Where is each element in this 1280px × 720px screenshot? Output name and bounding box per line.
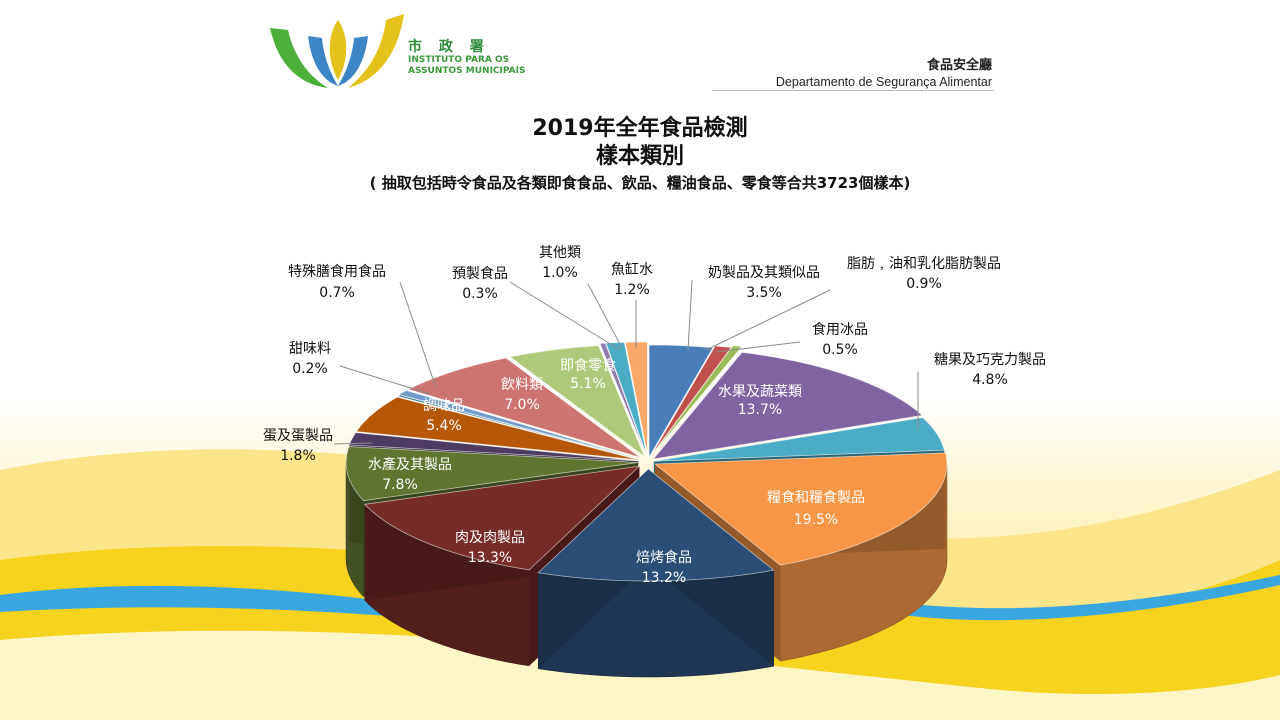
header-divider (712, 90, 994, 91)
slice-value-label: 0.3% (462, 286, 498, 302)
leader-line (705, 289, 831, 351)
department-name-zh: 食品安全廳 (926, 58, 992, 73)
slice-label: 蛋及蛋製品 (263, 428, 333, 444)
pie-slice (648, 344, 714, 459)
org-name-pt-line1: INSTITUTO PARA OS (408, 55, 510, 65)
slice-value-label: 13.3% (468, 550, 512, 566)
org-name-zh: 市 政 署 (408, 39, 490, 55)
org-name-pt-line2: ASSUNTOS MUNICIPAIS (408, 66, 526, 76)
slice-label: 糧食和糧食製品 (767, 489, 865, 506)
wave-blue-right (880, 575, 1280, 621)
slice-label: 肉及肉製品 (455, 530, 525, 546)
slice-value-label: 5.1% (570, 376, 606, 392)
pie-slice (397, 390, 639, 459)
slice-value-label: 13.7% (738, 402, 782, 418)
slice-value-label: 1.2% (614, 282, 650, 298)
slice-label: 魚缸水 (611, 261, 653, 278)
leader-line (333, 442, 373, 445)
slice-value-label: 3.5% (746, 285, 782, 301)
pie-slice (605, 341, 647, 455)
pie-slice (363, 465, 641, 571)
slice-value-label: 0.7% (319, 285, 355, 301)
slice-label: 即食零食 (560, 357, 616, 374)
slice-value-label: 0.2% (292, 361, 328, 377)
slice-label: 焙烤食品 (636, 549, 692, 566)
slice-value-label: 13.2% (642, 570, 686, 586)
slice-label: 奶製品及其類似品 (708, 265, 820, 281)
pie-slice (653, 417, 945, 462)
pie-slice (652, 351, 924, 460)
department-name-pt: Departamento de Segurança Alimentar (775, 75, 992, 89)
pie-slice (355, 396, 639, 461)
leader-line (509, 281, 621, 351)
slice-label: 水果及蔬菜類 (718, 384, 802, 400)
logo-mark-icon (270, 14, 404, 88)
pie-slice (345, 446, 639, 502)
slice-label: 食用冰品 (812, 321, 868, 338)
leader-line (687, 279, 693, 351)
slice-label: 甜味料 (289, 341, 331, 357)
wave-blue (0, 585, 600, 640)
slice-value-label: 0.5% (822, 342, 858, 358)
slice-label: 脂肪﹐油和乳化脂肪製品 (847, 256, 1001, 272)
slice-label: 糖果及巧克力製品 (934, 352, 1046, 368)
slice-label: 預製食品 (452, 265, 508, 282)
slice-value-label: 1.8% (280, 448, 316, 464)
leader-line (587, 283, 623, 349)
pie-slice (348, 432, 639, 462)
chart-titles: 2019年全年食品檢測 樣本類別 ( 抽取包括時令食品及各類即食食品、飲品、糧油… (0, 115, 1280, 195)
slice-value-label: 7.0% (504, 397, 540, 413)
slice-value-label: 0.9% (906, 276, 942, 292)
leader-line (715, 341, 801, 353)
leader-line (399, 281, 437, 389)
pie-slice (537, 468, 775, 582)
pie-slice (599, 342, 647, 455)
slice-value-label: 1.0% (542, 265, 578, 281)
pie-slice (653, 452, 948, 566)
slice-label: 特殊膳食用食品 (288, 263, 386, 280)
slice-label: 其他類 (539, 245, 581, 261)
leader-line (339, 365, 431, 395)
slice-value-label: 4.8% (972, 372, 1008, 388)
pie-slice (508, 345, 646, 458)
chart-title: 2019年全年食品檢測 (532, 116, 748, 141)
slice-label: 飲料類 (501, 377, 543, 393)
slice-label: 調味品 (423, 398, 465, 414)
slice-value-label: 7.8% (382, 477, 418, 493)
department: 食品安全廳 Departamento de Segurança Alimenta… (776, 54, 992, 89)
slice-value-label: 5.4% (426, 418, 462, 434)
slice-label: 水產及其製品 (368, 456, 452, 473)
slice-value-label: 19.5% (794, 512, 838, 528)
org-logo: 市 政 署 INSTITUTO PARA OS ASSUNTOS MUNICIP… (268, 14, 548, 90)
pie-slice (652, 345, 743, 454)
chart-note: ( 抽取包括時令食品及各類即食食品、飲品、糧油食品、零食等合共3723個樣本) (369, 174, 911, 192)
chart-subtitle: 樣本類別 (595, 144, 684, 169)
